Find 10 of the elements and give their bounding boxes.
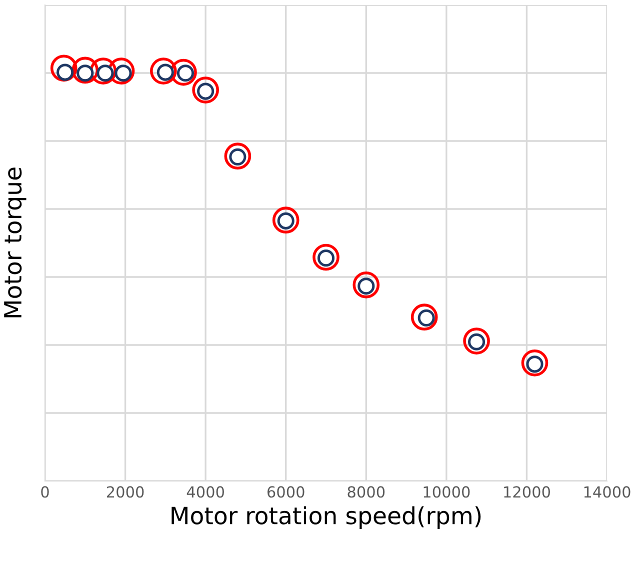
- x-tick-label: 10000: [424, 486, 470, 498]
- x-tick-label: 4000: [186, 486, 224, 498]
- x-axis-title: Motor rotation speed(rpm): [172, 506, 481, 530]
- x-tick-label: 14000: [584, 486, 630, 498]
- y-axis-title: Motor torque: [4, 168, 26, 318]
- x-tick-label: 2000: [106, 486, 144, 498]
- x-tick-label: 8000: [348, 486, 385, 498]
- x-tick-label: 6000: [267, 486, 304, 498]
- x-tick-label: 12000: [504, 486, 550, 498]
- x-tick-label: 0: [41, 486, 49, 498]
